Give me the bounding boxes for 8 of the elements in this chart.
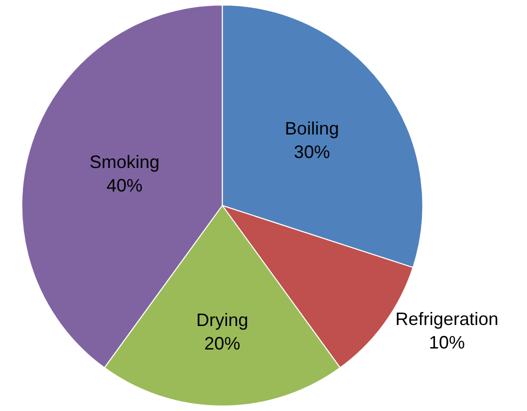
slice-label: Drying xyxy=(196,310,248,330)
data-label: 10% xyxy=(428,332,465,353)
data-label: 30% xyxy=(294,142,330,162)
slice-label: Refrigeration xyxy=(395,309,498,330)
data-label: 40% xyxy=(106,175,143,196)
data-label: 20% xyxy=(204,333,240,354)
slice-label: Smoking xyxy=(90,152,160,172)
slice-label: Boiling xyxy=(284,118,339,139)
